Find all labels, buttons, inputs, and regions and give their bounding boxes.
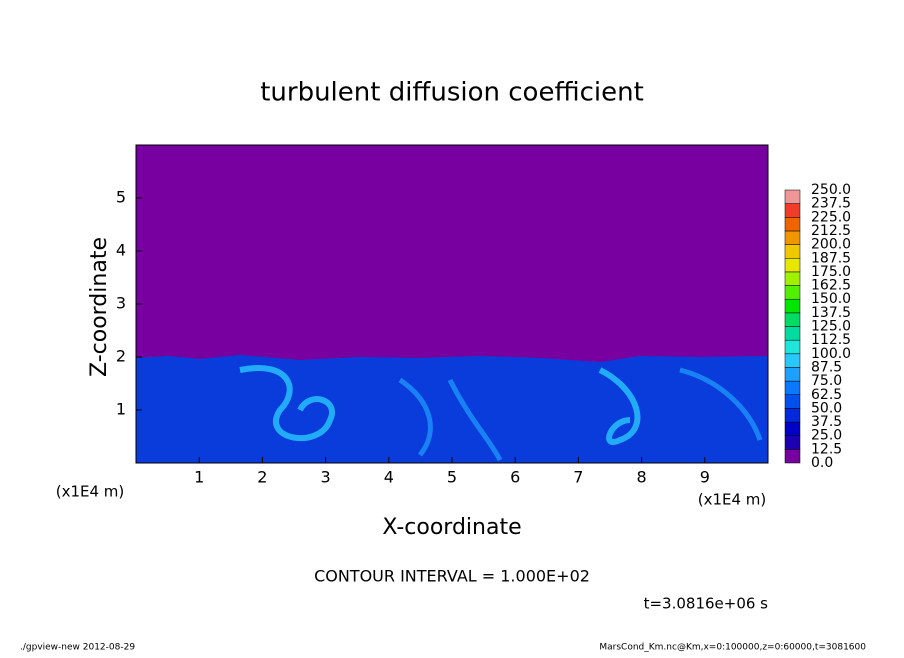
colorbar-label: 0.0 — [811, 455, 833, 471]
colorbar-label: 200.0 — [811, 237, 851, 253]
x-unit: (x1E4 m) — [698, 491, 767, 509]
colorbar-label: 37.5 — [811, 414, 842, 430]
colorbar-label: 137.5 — [811, 305, 851, 321]
footer-right: MarsCond_Km.nc@Km,x=0:100000,z=0:60000,t… — [599, 643, 866, 653]
time-label: t=3.0816e+06 s — [644, 595, 769, 613]
colorbar-box — [784, 285, 801, 300]
colorbar-box — [784, 326, 801, 341]
colorbar-box — [784, 271, 801, 286]
colorbar-label: 125.0 — [811, 319, 851, 335]
x-tick-label: 6 — [510, 468, 520, 487]
colorbar-label: 75.0 — [811, 373, 842, 389]
colorbar-label: 62.5 — [811, 387, 842, 403]
colorbar-label: 237.5 — [811, 196, 851, 212]
y-tick-label: 1 — [116, 400, 126, 419]
y-tick-label: 4 — [116, 241, 126, 260]
colorbar-box — [784, 449, 801, 464]
x-tick-label: 3 — [321, 468, 331, 487]
y-axis-label: Z-coordinate — [87, 237, 112, 377]
field-feature — [598, 367, 641, 445]
colorbar-label: 12.5 — [811, 441, 842, 457]
x-tick-label: 5 — [447, 468, 457, 487]
colorbar-label: 162.5 — [811, 278, 851, 294]
colorbar-box — [784, 189, 801, 204]
colorbar-box — [784, 203, 801, 218]
colorbar-box — [784, 353, 801, 368]
colorbar-box — [784, 435, 801, 450]
colorbar-box — [784, 367, 801, 382]
colorbar-box — [784, 298, 801, 314]
colorbar-box — [784, 217, 801, 232]
x-tick-label: 1 — [194, 468, 204, 487]
chart-title: turbulent diffusion coefficient — [260, 78, 644, 108]
colorbar-box — [784, 380, 801, 396]
colorbar-label: 250.0 — [811, 182, 851, 198]
colorbar-label: 187.5 — [811, 250, 851, 266]
field-region — [136, 355, 768, 463]
footer-left: ./gpview-new 2012-08-29 — [20, 643, 135, 653]
y-tick-label: 2 — [116, 347, 126, 366]
colorbar-box — [784, 339, 801, 355]
x-tick-label: 2 — [257, 468, 267, 487]
field-feature — [398, 377, 433, 457]
colorbar-box — [784, 408, 801, 423]
colorbar-label: 25.0 — [811, 428, 842, 444]
colorbar-box — [784, 421, 801, 436]
colorbar-label: 50.0 — [811, 400, 842, 416]
y-tick-label: 5 — [116, 188, 126, 207]
colorbar-box — [784, 230, 801, 245]
field-feature — [447, 378, 503, 462]
field — [135, 144, 769, 464]
colorbar-label: 150.0 — [811, 291, 851, 307]
colorbar-box — [784, 258, 801, 273]
x-axis-label: X-coordinate — [382, 515, 521, 540]
colorbar-label: 212.5 — [811, 223, 851, 239]
colorbar-box — [784, 394, 801, 409]
colorbar-label: 87.5 — [811, 359, 842, 375]
x-tick-label: 9 — [700, 468, 710, 487]
field-feature — [679, 367, 763, 441]
contour-interval: CONTOUR INTERVAL = 1.000E+02 — [314, 567, 590, 586]
y-unit: (x1E4 m) — [56, 483, 125, 501]
colorbar-label: 112.5 — [811, 332, 851, 348]
x-tick-label: 8 — [637, 468, 647, 487]
colorbar-label: 100.0 — [811, 346, 851, 362]
colorbar-label: 225.0 — [811, 209, 851, 225]
x-tick-label: 4 — [384, 468, 394, 487]
colorbar-box — [784, 312, 801, 327]
y-tick-label: 3 — [116, 294, 126, 313]
colorbar-label: 175.0 — [811, 264, 851, 280]
colorbar-box — [784, 244, 801, 259]
field-feature — [239, 365, 335, 442]
x-tick-label: 7 — [573, 468, 583, 487]
